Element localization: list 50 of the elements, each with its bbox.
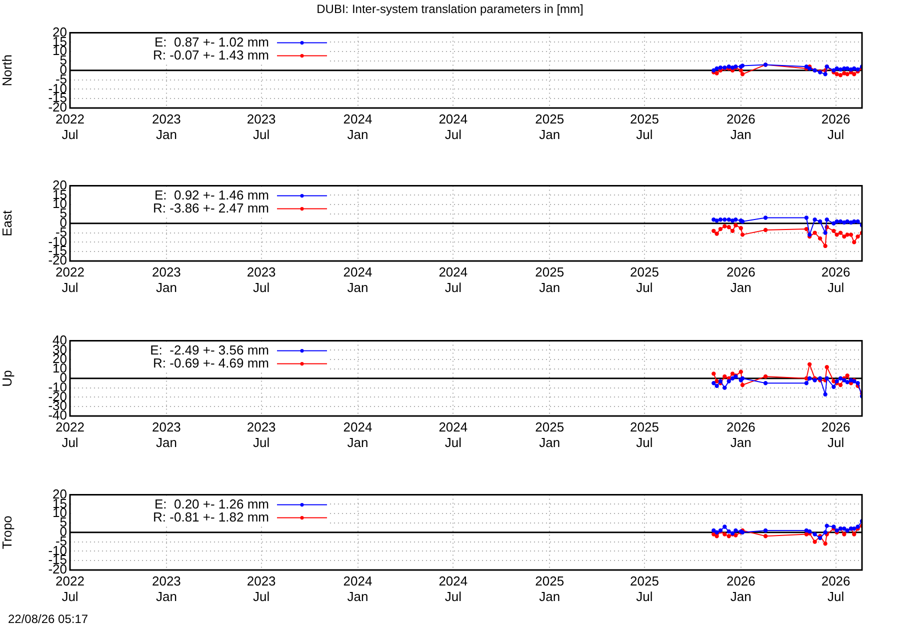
legend-label: R: -0.07 +- 1.43 mm — [153, 47, 269, 62]
x-tick-label: 2022 Jul — [56, 264, 84, 295]
x-tick-label: 2024 Jan — [343, 264, 372, 295]
legend-label: R: -0.69 +- 4.69 mm — [153, 355, 269, 370]
x-tick-label: 2022 Jul — [56, 419, 84, 450]
x-tick-label: 2026 Jan — [726, 264, 756, 295]
x-tick-label: 2022 Jul — [56, 111, 84, 142]
x-tick-label: 2024 Jan — [343, 573, 372, 604]
chart-title: DUBI: Inter-system translation parameters in [mm] — [316, 2, 584, 16]
x-tick-label: 2024 Jan — [343, 419, 372, 450]
x-tick-label: 2025 Jul — [630, 573, 659, 604]
x-tick-label: 2023 Jul — [246, 419, 276, 450]
x-tick-label: 2024 Jan — [343, 111, 372, 142]
x-tick-label: 2025 Jan — [535, 573, 564, 604]
legend-label: R: -3.86 +- 2.47 mm — [153, 200, 269, 216]
y-axis-title: North — [0, 54, 14, 86]
x-tick-label: 2023 Jan — [152, 111, 181, 142]
x-tick-label: 2023 Jan — [152, 419, 181, 450]
x-tick-label: 2023 Jan — [152, 573, 181, 604]
x-tick-label: 2026 Jul — [821, 264, 850, 295]
text: 22/08/26 05:17 — [8, 612, 88, 626]
legend-label: E: 0.87 +- 1.02 mm — [154, 34, 269, 50]
y-axis-title: Tropo — [0, 516, 14, 550]
x-tick-label: 2026 Jul — [821, 573, 850, 604]
x-tick-label: 2023 Jul — [246, 111, 276, 142]
legend-label: E: 0.20 +- 1.26 mm — [154, 496, 269, 512]
x-tick-label: 2024 Jul — [438, 573, 468, 604]
x-tick-label: 2025 Jul — [630, 264, 659, 295]
legend-label: R: -0.81 +- 1.82 mm — [153, 509, 269, 524]
x-tick-label: 2025 Jul — [630, 419, 659, 450]
x-tick-label: 2026 Jul — [821, 419, 850, 450]
legend-label: E: -2.49 +- 3.56 mm — [150, 342, 269, 358]
x-tick-label: 2026 Jan — [726, 573, 756, 604]
x-tick-label: 2024 Jul — [438, 111, 468, 142]
legend-label: E: 0.92 +- 1.46 mm — [154, 187, 269, 202]
x-tick-label: 2025 Jul — [630, 111, 659, 142]
x-tick-label: 2026 Jul — [821, 111, 850, 142]
y-axis-title: Up — [0, 370, 14, 387]
x-tick-label: 2025 Jan — [535, 264, 564, 295]
x-tick-label: 2026 Jan — [726, 419, 756, 450]
x-tick-label: 2023 Jan — [152, 264, 181, 295]
x-tick-label: 2023 Jul — [246, 573, 276, 604]
x-tick-label: 2022 Jul — [56, 573, 84, 604]
y-axis-title: East — [0, 210, 14, 236]
x-tick-label: 2023 Jul — [246, 264, 276, 295]
x-tick-label: 2026 Jan — [726, 111, 756, 142]
x-tick-label: 2025 Jan — [535, 419, 564, 450]
x-tick-label: 2025 Jan — [535, 111, 564, 142]
x-tick-label: 2024 Jul — [438, 419, 468, 450]
x-tick-label: 2024 Jul — [438, 264, 468, 295]
